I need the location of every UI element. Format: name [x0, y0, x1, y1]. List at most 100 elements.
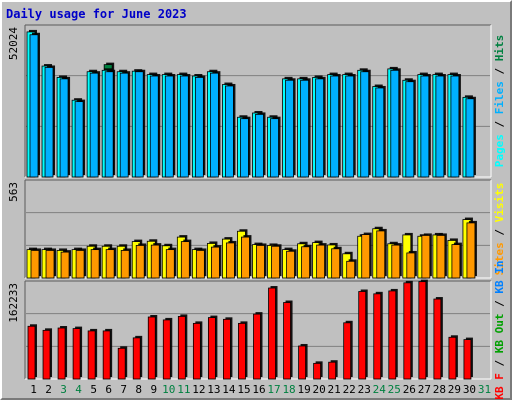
sites-bar-day-25	[391, 244, 401, 279]
files-bar-day-12	[194, 77, 204, 178]
day-label-28: 28	[433, 383, 446, 396]
visits-legend-sites: Sites	[493, 242, 506, 275]
kbytes-bar-day-23	[358, 291, 367, 380]
kbytes-bar-day-9	[147, 316, 156, 380]
sites-bar-day-12	[195, 250, 205, 279]
hits-legend-files: Files	[493, 81, 506, 114]
sites-bar-day-26	[406, 252, 416, 279]
kbytes-bar-day-29	[448, 336, 457, 380]
sites-bar-day-16	[256, 245, 265, 279]
hits-legend-pages: Pages	[493, 134, 506, 167]
kbytes-bar-day-28	[433, 298, 442, 380]
files-bar-day-9	[149, 75, 159, 178]
day-label-20: 20	[313, 383, 326, 396]
day-label-18: 18	[282, 383, 295, 396]
sites-bar-day-29	[451, 244, 461, 279]
sites-bar-day-20	[316, 244, 326, 279]
hits-legend-separator: /	[493, 61, 506, 81]
sites-bar-day-13	[210, 246, 220, 279]
kbytes-bar-day-25	[388, 290, 397, 380]
day-label-7: 7	[120, 383, 127, 396]
day-label-6: 6	[105, 383, 112, 396]
kbytes-bar-day-12	[192, 322, 201, 380]
files-bar-day-20	[315, 78, 325, 178]
files-bar-day-21	[330, 75, 340, 178]
files-bar-day-4	[74, 101, 84, 178]
files-bar-day-30	[465, 98, 475, 178]
files-bar-day-3	[59, 78, 69, 178]
sites-bar-day-28	[436, 235, 446, 279]
kbytes-bar-day-5	[87, 330, 96, 380]
kbytes-bar-day-21	[328, 361, 337, 380]
kbytes-bar-day-3	[57, 327, 66, 380]
files-bar-day-7	[119, 72, 129, 178]
sites-bar-day-14	[226, 242, 235, 279]
sites-bar-day-6	[105, 249, 115, 279]
kbytes-bar-day-1	[27, 325, 36, 380]
sites-bar-day-5	[90, 249, 100, 279]
files-bar-day-2	[44, 67, 54, 178]
day-label-12: 12	[192, 383, 205, 396]
files-bar-day-18	[285, 79, 294, 178]
kbytes-legend-separator: /	[493, 294, 506, 314]
kbytes-bar-day-10	[162, 319, 171, 380]
day-label-16: 16	[252, 383, 265, 396]
visits-legend-visits: Visits	[493, 183, 506, 223]
day-label-27: 27	[418, 383, 431, 396]
day-label-31: 31	[478, 383, 491, 396]
files-bar-day-8	[134, 71, 144, 178]
sites-bar-day-7	[120, 250, 130, 279]
sites-bar-day-2	[45, 250, 55, 279]
day-label-25: 25	[388, 383, 401, 396]
files-bar-day-26	[405, 81, 415, 178]
kbytes-bar-day-20	[313, 362, 322, 380]
kbytes-bar-day-8	[132, 337, 141, 380]
day-label-19: 19	[297, 383, 310, 396]
visits-legend-separator: /	[493, 222, 506, 242]
files-bar-day-11	[179, 75, 189, 178]
files-bar-day-13	[209, 72, 219, 178]
day-label-5: 5	[90, 383, 97, 396]
day-label-17: 17	[267, 383, 280, 396]
day-label-13: 13	[207, 383, 220, 396]
day-label-14: 14	[222, 383, 236, 396]
kbytes-bar-day-22	[343, 322, 352, 380]
visits-ymax-label: 563	[7, 182, 20, 202]
sites-bar-day-30	[466, 222, 476, 279]
kbytes-bar-day-14	[223, 318, 231, 380]
files-bar-day-23	[360, 71, 370, 178]
day-label-4: 4	[75, 383, 82, 396]
day-label-29: 29	[448, 383, 461, 396]
day-label-23: 23	[358, 383, 371, 396]
day-label-2: 2	[45, 383, 52, 396]
day-label-22: 22	[343, 383, 356, 396]
files-bar-day-5	[89, 72, 99, 178]
sites-bar-day-22	[346, 260, 356, 279]
files-bar-day-17	[270, 118, 279, 178]
day-label-21: 21	[328, 383, 341, 396]
day-label-26: 26	[403, 383, 416, 396]
kbytes-ymax-label: 162233	[7, 283, 20, 323]
sites-bar-day-27	[421, 235, 431, 279]
files-bar-day-15	[240, 118, 249, 178]
files-bar-day-28	[435, 75, 445, 178]
kbytes-bar-day-13	[207, 317, 216, 380]
kbytes-bar-day-18	[283, 302, 291, 380]
kbytes-bar-day-11	[177, 316, 186, 380]
kbytes-bar-day-30	[463, 339, 472, 380]
files-bar-day-14	[225, 85, 234, 178]
files-bar-day-25	[390, 69, 400, 178]
day-label-1: 1	[30, 383, 37, 396]
hits-legend-hits: Hits	[493, 35, 506, 62]
hits-ymax-label: 52024	[7, 27, 20, 60]
hits-legend-separator: /	[493, 114, 506, 134]
sites-bar-day-24	[376, 230, 386, 279]
day-label-9: 9	[150, 383, 157, 396]
day-label-15: 15	[237, 383, 250, 396]
files-bar-day-6	[104, 71, 114, 178]
files-bar-day-19	[300, 79, 309, 178]
files-bar-day-27	[420, 75, 430, 178]
kbytes-bar-day-24	[373, 293, 382, 380]
kbytes-bar-day-4	[72, 328, 81, 380]
kbytes-legend-kb-in: KB In	[493, 260, 506, 293]
